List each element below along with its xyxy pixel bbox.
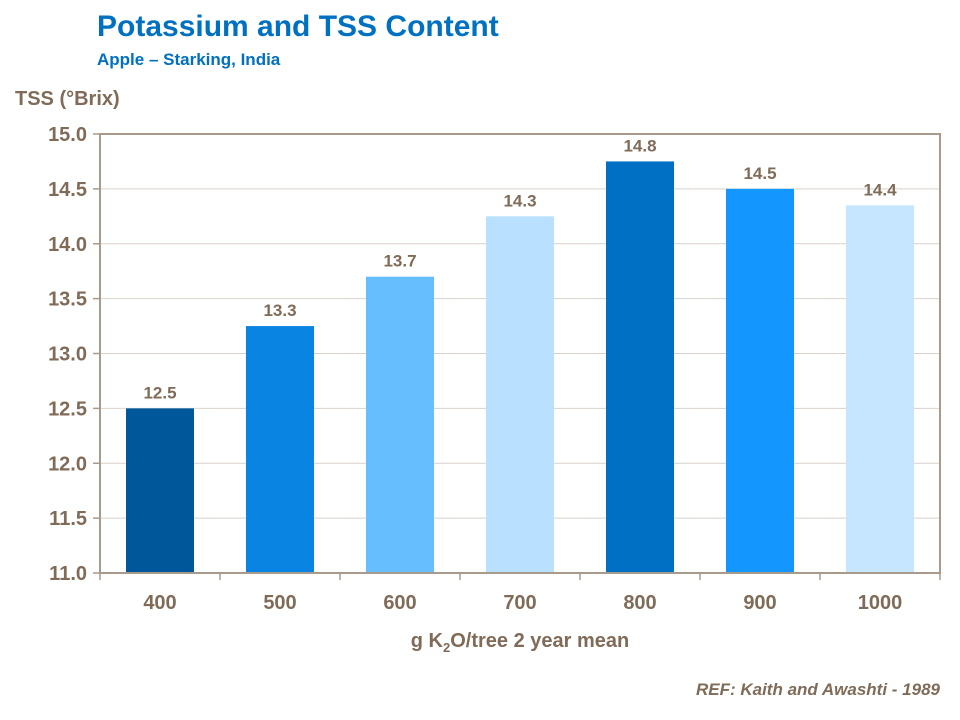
bar-800 <box>606 161 674 573</box>
x-tick-label: 600 <box>383 592 416 614</box>
data-label: 14.8 <box>623 136 656 155</box>
bar-700 <box>486 216 554 573</box>
bar-500 <box>246 326 314 573</box>
y-tick-label: 12.0 <box>48 453 87 475</box>
plot-area-border <box>99 133 941 574</box>
x-tick-label: 800 <box>623 592 656 614</box>
bar-400 <box>126 408 194 573</box>
x-tick-label: 1000 <box>858 592 903 614</box>
y-tick-label: 12.5 <box>48 398 87 420</box>
y-tick-label: 11.0 <box>49 563 87 585</box>
x-tick-label: 700 <box>503 592 536 614</box>
y-tick-label: 11.5 <box>49 508 87 530</box>
x-tick-label: 400 <box>143 592 176 614</box>
data-label: 14.3 <box>503 191 536 210</box>
reference-note: REF: Kaith and Awashti - 1989 <box>695 680 940 699</box>
data-label: 13.3 <box>263 301 296 320</box>
x-axis-label-part: g K <box>410 630 443 652</box>
y-tick-label: 14.0 <box>48 234 87 256</box>
x-axis-label-subscript: 2 <box>442 640 451 655</box>
x-tick-label: 500 <box>263 592 296 614</box>
data-label: 14.4 <box>863 180 897 199</box>
data-label: 12.5 <box>143 383 176 402</box>
y-tick-label: 14.5 <box>48 179 87 201</box>
bar-1000 <box>846 205 914 573</box>
chart-subtitle: Apple – Starking, India <box>97 50 281 69</box>
y-tick-label: 13.5 <box>48 289 87 311</box>
bar-600 <box>366 276 434 573</box>
x-tick-label: 900 <box>743 592 776 614</box>
y-axis-label: TSS (°Brix) <box>15 88 120 110</box>
y-tick-label: 13.0 <box>48 344 87 366</box>
data-label: 14.5 <box>743 164 776 183</box>
chart-title: Potassium and TSS Content <box>97 10 499 43</box>
x-axis-label-part: O/tree 2 year mean <box>450 630 630 652</box>
x-axis-label: g K2O/tree 2 year mean <box>0 630 960 655</box>
y-tick-label: 15.0 <box>48 124 87 146</box>
bar-900 <box>726 188 794 573</box>
data-label: 13.7 <box>383 252 416 271</box>
